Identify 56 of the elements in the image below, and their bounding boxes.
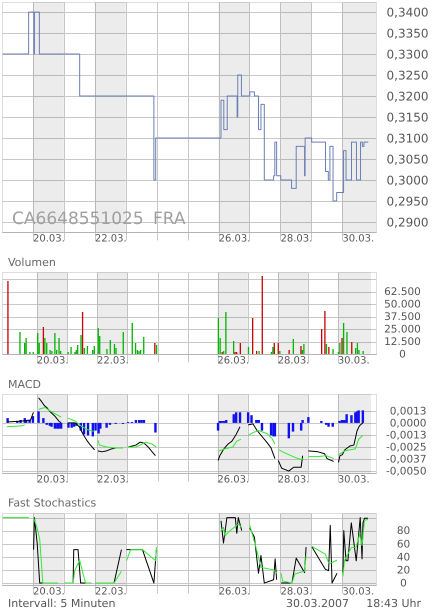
text: Intervall: 5 Minuten <box>8 597 116 610</box>
x-tick-label: 30.03. <box>338 356 370 366</box>
y-tick-label: 0,3350 <box>386 26 428 41</box>
y-tick-label: 0,3250 <box>386 68 428 83</box>
y-tick-label: 0 <box>399 348 406 360</box>
x-tick-label: 22.03. <box>94 234 127 244</box>
y-tick-label: 0,3200 <box>386 90 428 104</box>
y-tick-label: 80 <box>396 525 410 538</box>
chart-title: Fast Stochastics <box>8 496 97 510</box>
x-tick-label: 22.03. <box>94 586 127 598</box>
x-tick-label: 28.03. <box>278 356 310 366</box>
y-tick-label: 0 <box>400 578 407 590</box>
text: 18:43 Uhr <box>366 597 422 610</box>
x-tick-label: 20.03. <box>36 356 69 366</box>
y-tick-label: 25.000 <box>384 324 421 336</box>
y-tick-label: 0,2900 <box>386 215 428 230</box>
y-tick-label: 37.500 <box>384 311 421 323</box>
annotation: CA6648551025 <box>12 209 144 229</box>
y-tick-label: 60 <box>396 538 410 550</box>
x-tick-label: 26.03. <box>217 356 250 366</box>
x-tick-label: 20.03. <box>32 234 65 244</box>
x-tick-label: 28.03. <box>278 474 310 486</box>
y-tick-label: 50.000 <box>384 298 421 310</box>
x-tick-label: 20.03. <box>32 586 65 598</box>
y-tick-label: 0,3000 <box>386 173 428 188</box>
y-tick-label: -0,0037 <box>386 454 426 466</box>
x-tick-label: 28.03. <box>280 234 312 244</box>
y-tick-label: 0,3100 <box>386 131 428 146</box>
y-tick-label: 0,3150 <box>386 110 428 124</box>
y-tick-label: 0,3300 <box>386 48 428 62</box>
x-tick-label: 20.03. <box>36 474 69 486</box>
annotation: FRA <box>153 209 186 229</box>
y-tick-label: 0,2950 <box>386 194 428 208</box>
x-tick-label: 28.03. <box>280 586 312 598</box>
y-tick-label: -0,0025 <box>386 441 426 454</box>
y-tick-label: 0,0000 <box>390 417 426 430</box>
x-tick-label: 26.03. <box>218 586 250 598</box>
text: 30.03.2007 <box>286 597 349 610</box>
y-tick-label: 20 <box>396 564 410 576</box>
y-tick-label: 0,3050 <box>386 152 428 166</box>
y-tick-label: 62.500 <box>384 286 421 298</box>
y-tick-label: 0,0013 <box>390 405 426 418</box>
y-tick-label: -0,0013 <box>386 429 426 442</box>
y-tick-label: 12.500 <box>384 336 421 348</box>
chart-title: Volumen <box>8 256 56 269</box>
x-tick-label: 26.03. <box>218 234 250 244</box>
x-tick-label: 22.03. <box>96 474 129 486</box>
x-tick-label: 30.03. <box>338 474 370 486</box>
y-tick-label: 0,3400 <box>386 6 428 20</box>
y-tick-label: 40 <box>396 551 410 564</box>
x-tick-label: 22.03. <box>96 356 129 366</box>
x-tick-label: 30.03. <box>342 586 374 598</box>
x-tick-label: 26.03. <box>217 474 250 486</box>
x-tick-label: 30.03. <box>342 234 374 244</box>
chart-title: MACD <box>8 378 41 391</box>
y-tick-label: -0,0050 <box>386 466 426 478</box>
